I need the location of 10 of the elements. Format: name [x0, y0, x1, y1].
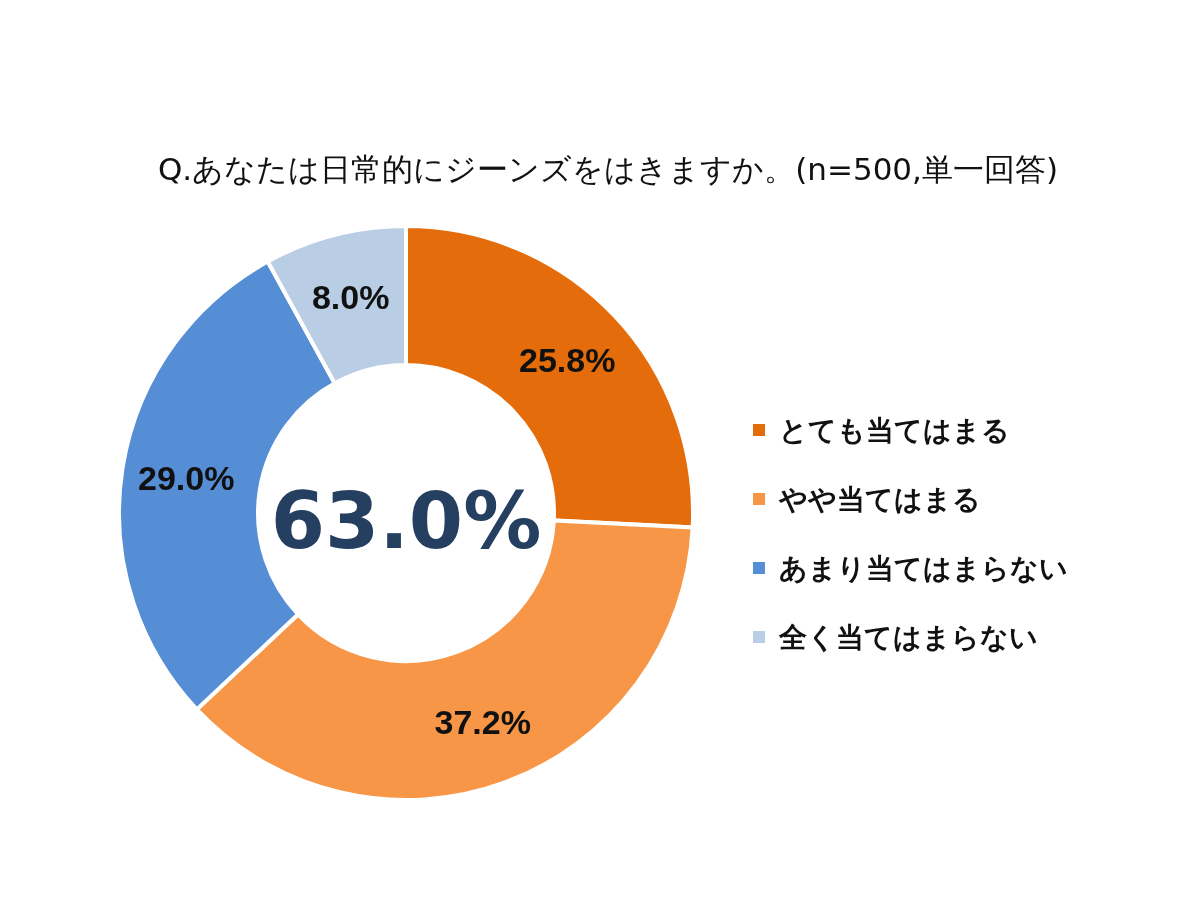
- data-label: 8.0%: [311, 278, 390, 317]
- legend-label: 全く当てはまらない: [778, 620, 1038, 654]
- data-label: 29.0%: [138, 459, 235, 498]
- legend-label: とても当てはまる: [779, 413, 1010, 447]
- chart-title: Q.あなたは日常的にジーンズをはきますか。(n=500,単一回答): [157, 151, 1059, 187]
- text: 63.0%: [270, 476, 542, 566]
- legend-label: あまり当てはまらない: [779, 551, 1068, 585]
- data-label: 37.2%: [434, 702, 531, 741]
- legend-label: やや当てはまる: [778, 482, 981, 516]
- data-label: 25.8%: [519, 340, 616, 379]
